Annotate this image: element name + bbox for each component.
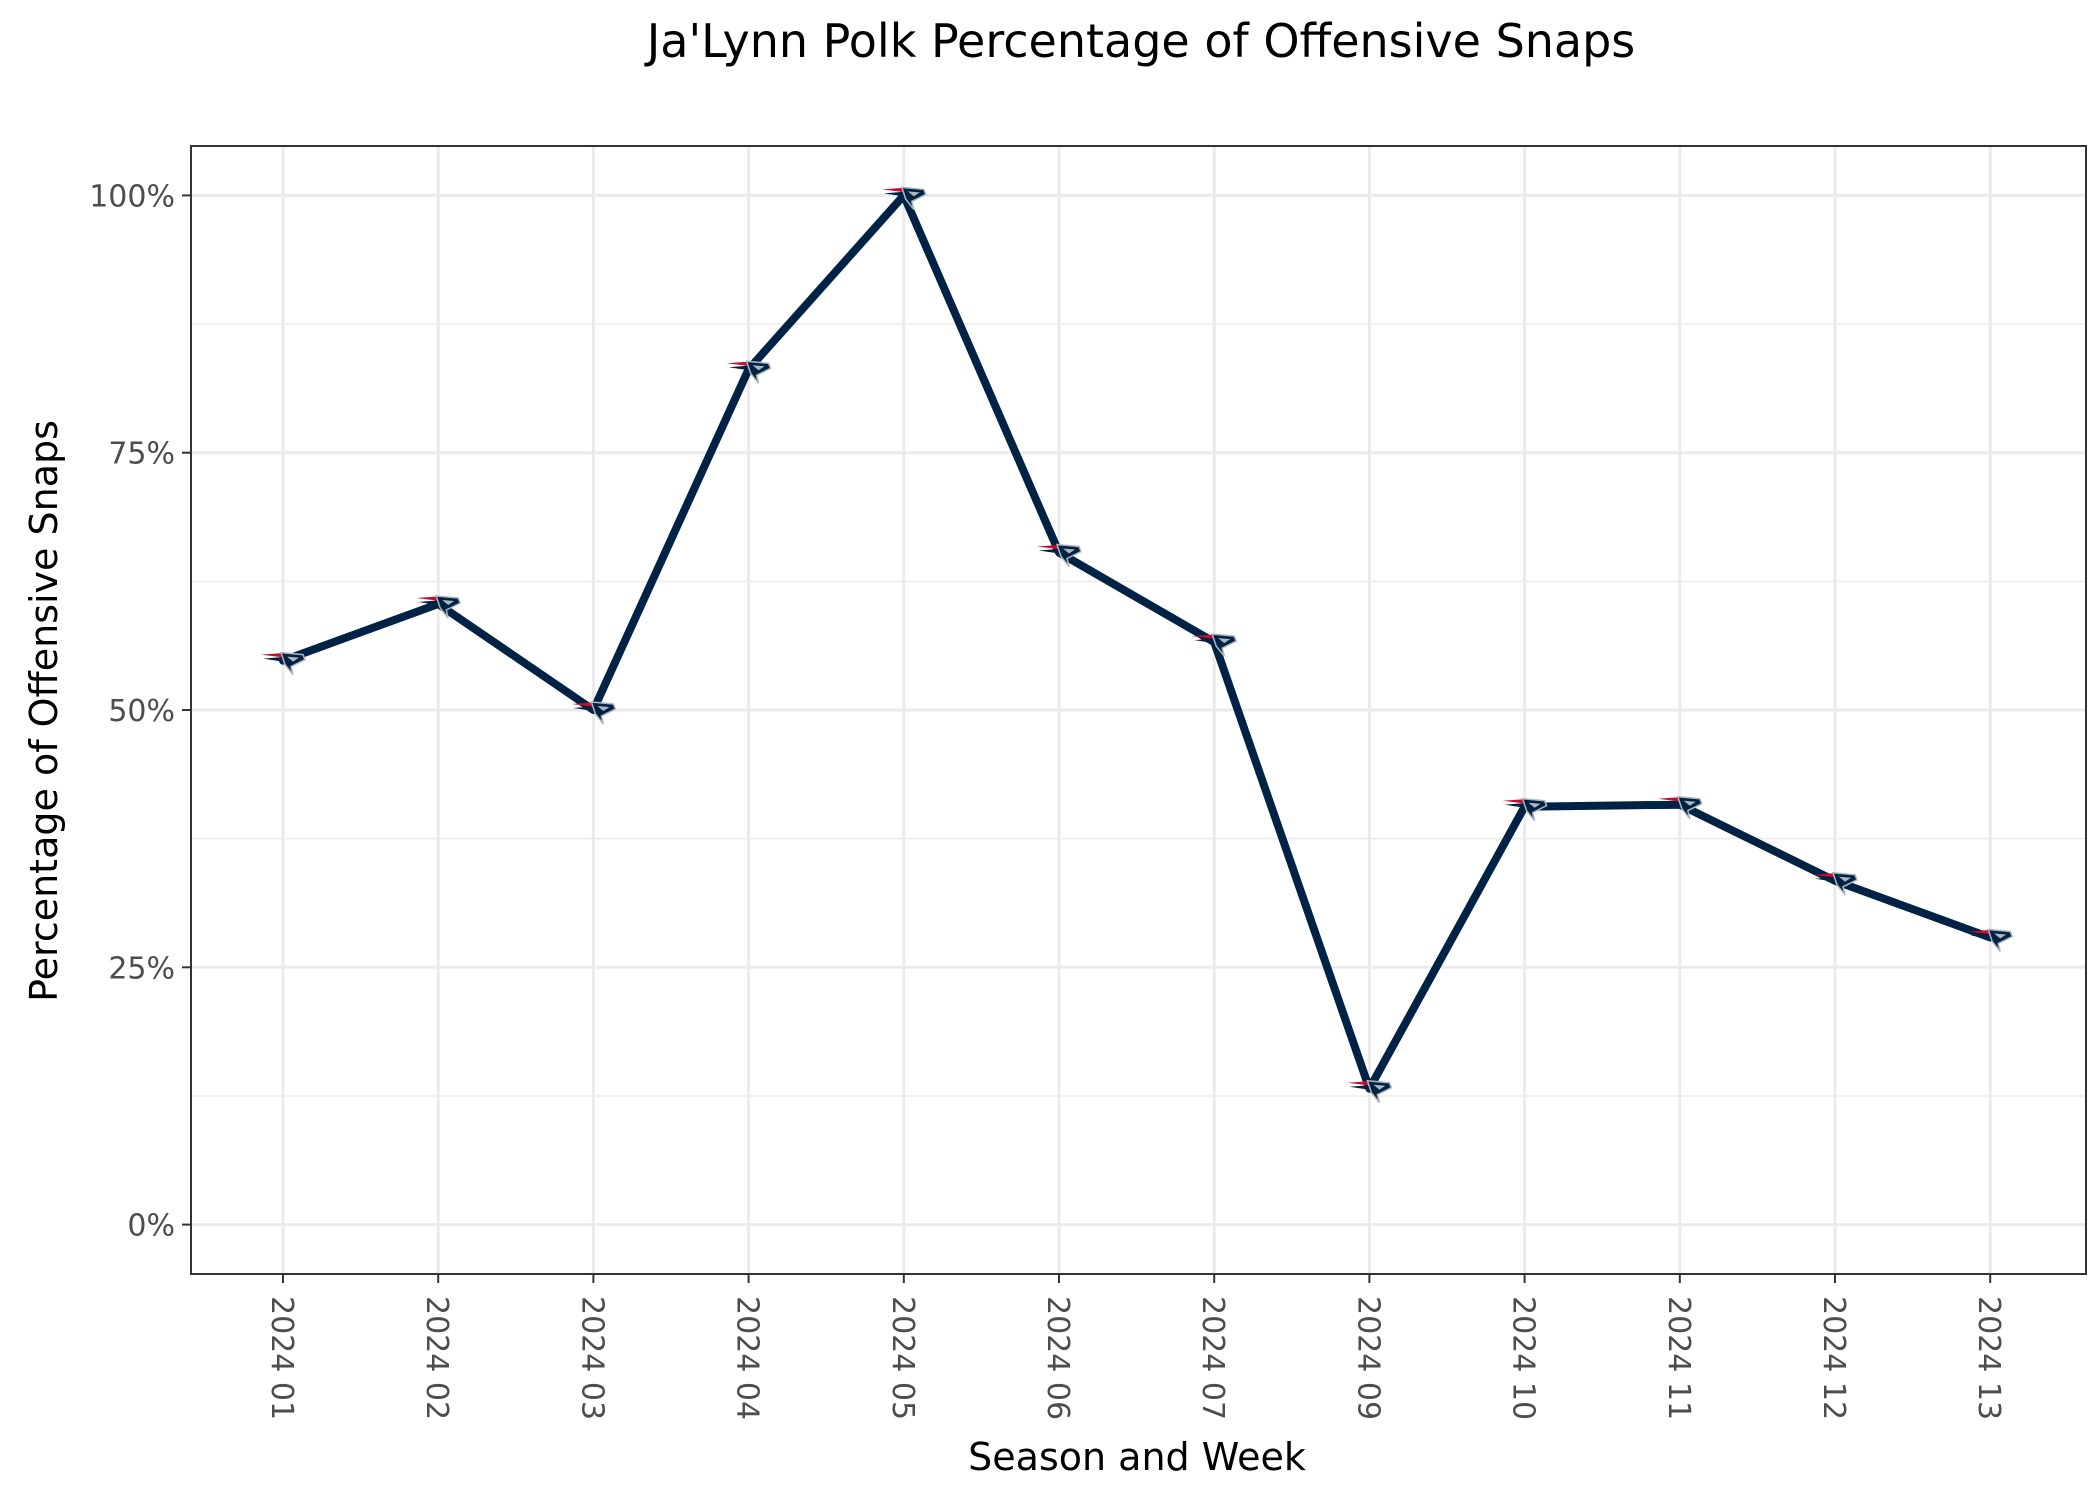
series-line [279,191,1995,1093]
marker-flag-dark [883,191,908,197]
marker-head [745,360,772,384]
marker-face [752,365,765,371]
data-point-marker [1502,797,1548,822]
data-point-marker [1192,633,1238,657]
data-markers [261,186,2014,1104]
x-tick-label: 2024 06 [1040,1296,1075,1420]
x-tick-label: 2024 13 [1971,1296,2006,1420]
data-point-marker [1657,795,1703,820]
data-point-marker [571,701,617,725]
data-point-marker [726,360,772,384]
marker-head [279,651,306,676]
marker-flag-dark [1815,876,1839,882]
marker-head [1831,871,1858,896]
marker-flag-dark [1659,800,1684,806]
x-tick-label: 2024 01 [264,1296,299,1420]
x-axis-tick-labels: 2024 01 2024 02 2024 03 2024 04 2024 05 2024 … [264,1296,2006,1420]
marker-flag-dark [1039,548,1063,554]
marker-head [1676,795,1703,820]
x-tick-label: 2024 05 [885,1296,920,1420]
series [279,191,1995,1093]
marker-head [1055,543,1082,567]
marker-flag-dark [728,365,753,371]
y-axis-tick-labels: 0% 25% 50% 75% 100% [89,179,175,1243]
marker-flag-dark [1194,638,1219,644]
marker-head [590,701,617,725]
data-point-marker [416,595,462,619]
x-tick-label: 2024 07 [1195,1296,1230,1420]
y-tick-label: 50% [108,694,175,729]
x-tick-label: 2024 03 [574,1296,609,1420]
marker-head [1987,928,2014,952]
marker-face [1683,800,1696,806]
x-tick-label: 2024 10 [1506,1296,1541,1420]
marker-face [1373,1084,1386,1090]
data-point-marker [1968,928,2014,952]
data-point-marker [881,186,927,210]
marker-head [1521,797,1548,822]
x-tick-label: 2024 12 [1816,1296,1851,1420]
marker-face [1994,933,2007,939]
data-point-marker [1813,871,1858,896]
marker-face [1218,638,1231,644]
marker-flag-dark [263,656,287,662]
marker-face [907,191,920,197]
marker-head [435,595,462,619]
marker-face [287,656,299,662]
marker-head [1366,1079,1393,1104]
x-tick-label: 2024 04 [730,1296,765,1420]
y-tick-label: 0% [127,1209,175,1244]
marker-face [1528,802,1541,808]
marker-face [597,706,610,711]
gridlines [191,146,2086,1274]
marker-flag-dark [418,600,443,605]
marker-head [900,186,927,210]
y-axis-title: Percentage of Offensive Snaps [22,420,66,1002]
y-tick-label: 100% [89,179,175,214]
axis-ticks [182,194,1992,1283]
x-tick-label: 2024 02 [419,1296,454,1420]
marker-flag-dark [1504,802,1529,808]
y-tick-label: 75% [108,437,175,472]
marker-flag-dark [573,706,598,711]
marker-flag-dark [1970,933,1995,939]
y-tick-label: 25% [108,951,175,986]
x-tick-label: 2024 09 [1350,1296,1385,1420]
marker-head [1211,633,1238,657]
x-axis-title: Season and Week [968,1435,1306,1479]
marker-face [1063,548,1075,554]
marker-flag-dark [1349,1084,1374,1090]
marker-face [442,600,455,605]
marker-face [1839,876,1851,882]
x-tick-label: 2024 11 [1661,1296,1696,1420]
data-point-marker [261,651,306,676]
data-point-marker [1347,1079,1393,1104]
data-point-marker [1037,543,1082,567]
chart-title: Ja'Lynn Polk Percentage of Offensive Sna… [644,14,1636,68]
